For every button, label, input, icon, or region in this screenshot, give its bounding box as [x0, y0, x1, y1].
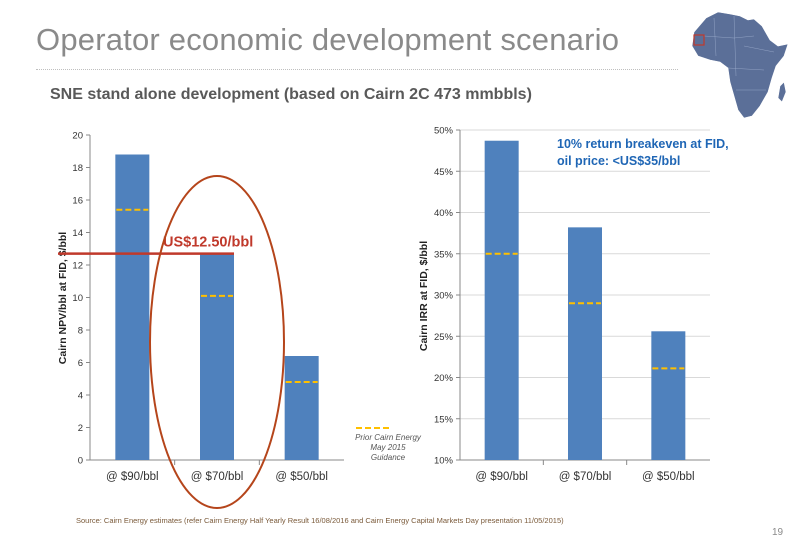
title-divider: [36, 69, 678, 70]
irr-category-label: @ $50/bbl: [642, 471, 695, 483]
legend-line-2: May 2015: [370, 443, 406, 452]
npv-category-label: @ $50/bbl: [275, 471, 328, 483]
irr-annotation-line-2: oil price: <US$35/bbl: [557, 154, 680, 168]
irr-tick-label: 35%: [434, 249, 454, 260]
npv-tick-label: 16: [72, 196, 83, 207]
irr-tick-label: 25%: [434, 332, 454, 343]
source-note: Source: Cairn Energy estimates (refer Ca…: [76, 516, 564, 525]
npv-y-axis-label: Cairn NPV/bbl at FID, $/bbl: [57, 232, 69, 365]
npv-tick-label: 6: [78, 358, 83, 369]
irr-category-label: @ $90/bbl: [475, 471, 528, 483]
irr-category-label: @ $70/bbl: [559, 471, 612, 483]
npv-tick-label: 0: [78, 456, 83, 467]
npv-category-label: @ $70/bbl: [191, 471, 244, 483]
irr-annotation-line-1: 10% return breakeven at FID,: [557, 137, 729, 151]
irr-y-axis-label: Cairn IRR at FID, $/bbl: [418, 241, 430, 351]
irr-bar-3: [651, 331, 686, 460]
npv-bars: [115, 154, 319, 460]
npv-breakeven-label: US$12.50/bbl: [163, 235, 253, 251]
irr-guidance-markers: [485, 252, 685, 370]
irr-bar-2: [568, 227, 602, 460]
irr-tick-label: 10%: [434, 456, 454, 467]
irr-tick-label: 45%: [434, 167, 454, 178]
irr-tick-label: 40%: [434, 208, 454, 219]
npv-highlight-ellipse: [149, 175, 285, 509]
irr-tick-label: 50%: [434, 126, 454, 137]
npv-tick-label: 4: [78, 391, 83, 402]
npv-tick-label: 2: [78, 423, 83, 434]
npv-tick-label: 8: [78, 326, 83, 337]
page-subtitle: SNE stand alone development (based on Ca…: [50, 86, 532, 103]
irr-tick-label: 20%: [434, 373, 454, 384]
irr-category-labels: @ $90/bbl @ $70/bbl @ $50/bbl: [475, 471, 694, 483]
page-title: Operator economic development scenario: [36, 22, 620, 57]
irr-bar-1: [484, 140, 519, 460]
irr-tick-label: 15%: [434, 414, 454, 425]
legend-line-3: Guidance: [371, 453, 406, 462]
irr-bars: [484, 140, 686, 460]
npv-guidance-markers: [116, 208, 318, 383]
npv-y-ticks: 0 2 4 6 8 10 12 14 16 18 20: [72, 131, 90, 467]
africa-map-icon: [691, 11, 789, 119]
npv-tick-label: 10: [72, 293, 83, 304]
npv-bar-3: [284, 356, 319, 460]
npv-tick-label: 12: [72, 261, 83, 272]
npv-category-labels: @ $90/bbl @ $70/bbl @ $50/bbl: [106, 471, 328, 483]
page-number: 19: [772, 527, 784, 538]
irr-tick-label: 30%: [434, 291, 454, 302]
npv-bar-2: [200, 253, 234, 460]
npv-bar-1: [115, 154, 150, 460]
irr-y-ticks: 10% 15% 20% 25% 30% 35% 40% 45% 50%: [434, 126, 460, 467]
npv-tick-label: 18: [72, 163, 83, 174]
npv-category-label: @ $90/bbl: [106, 471, 159, 483]
npv-tick-label: 20: [72, 131, 83, 142]
legend-line-1: Prior Cairn Energy: [355, 433, 422, 442]
npv-tick-label: 14: [72, 228, 83, 239]
